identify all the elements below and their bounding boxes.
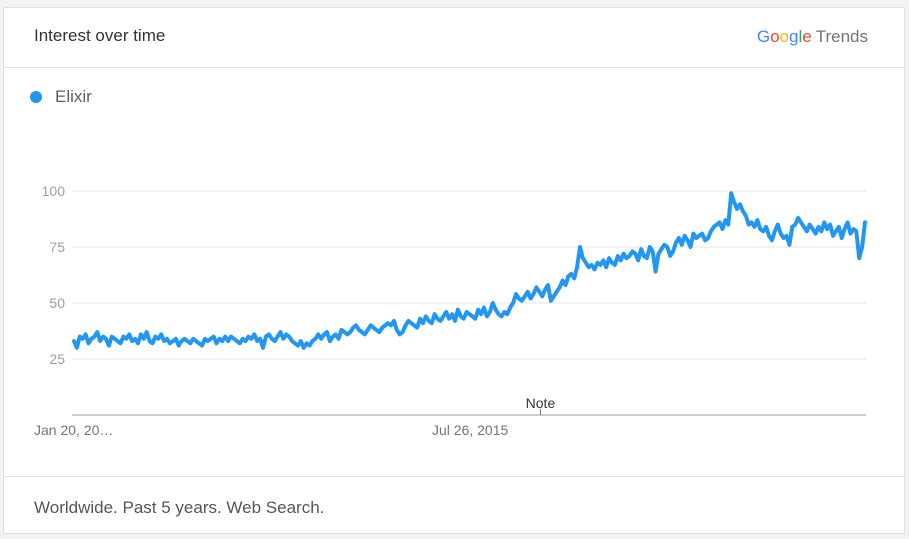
card-header: Interest over time Google Trends [4,8,904,68]
footer-text: Worldwide. Past 5 years. Web Search. [34,498,325,517]
y-tick-label: 25 [49,351,65,367]
card-footer: Worldwide. Past 5 years. Web Search. [4,476,904,535]
y-tick-label: 75 [49,239,65,255]
brand-letter: l [798,27,803,46]
legend-label: Elixir [55,87,92,106]
x-tick-label: Jan 20, 20… [34,422,113,438]
brand-letter: e [802,27,812,46]
brand-letter: o [770,27,780,46]
brand-google: Google [757,27,812,46]
series-line-elixir [72,191,867,350]
brand-letter: o [779,27,789,46]
brand-letter: G [756,27,771,46]
legend[interactable]: Elixir [30,87,92,107]
brand-product: Trends [815,27,868,46]
legend-dot-icon [30,91,42,103]
note-annotation: Note [526,395,556,411]
brand-letter: g [789,27,799,46]
chart-card: Interest over time Google Trends Elixir W… [3,7,905,534]
y-tick-label: 50 [49,295,65,311]
google-trends-logo[interactable]: Google Trends [757,27,868,47]
chart-title: Interest over time [34,26,166,45]
y-tick-label: 100 [42,183,66,199]
x-tick-label: Jul 26, 2015 [432,422,508,438]
